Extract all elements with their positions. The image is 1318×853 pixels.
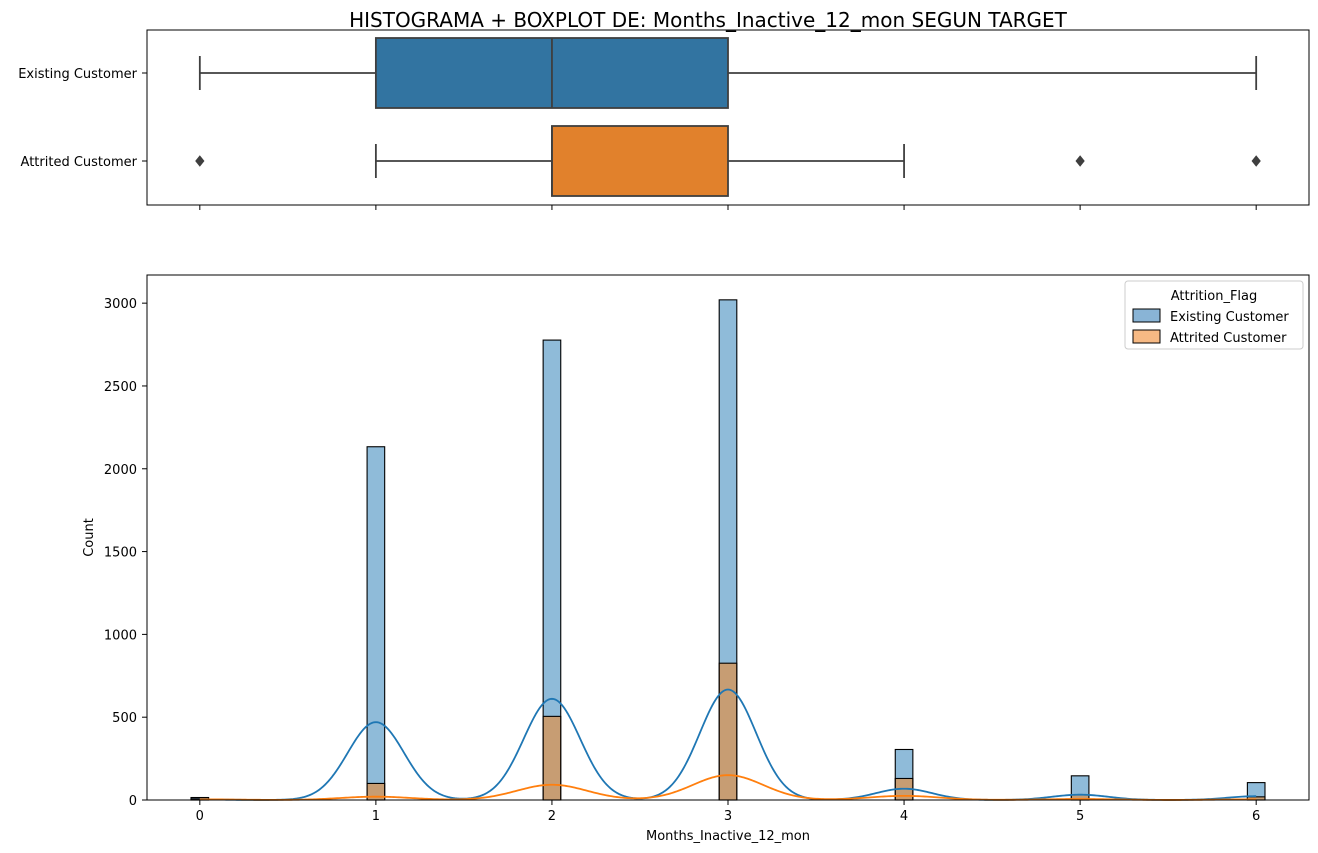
outlier-marker	[1075, 155, 1085, 167]
x-tick-label: 6	[1252, 809, 1260, 824]
legend: Attrition_Flag Existing Customer Attrited …	[1124, 280, 1304, 350]
box-attrited	[195, 125, 1261, 197]
histogram-bar	[366, 446, 386, 801]
figure-title: HISTOGRAMA + BOXPLOT DE: Months_Inactive…	[349, 8, 1068, 32]
outlier-marker	[195, 155, 205, 167]
legend-title: Attrition_Flag	[1171, 289, 1258, 304]
x-tick-label: 2	[548, 809, 556, 824]
x-tick-label: 1	[372, 809, 380, 824]
y-tick-label: 500	[112, 711, 137, 726]
y-tick-label: 1000	[104, 628, 137, 643]
kde-curve-existing	[199, 688, 1257, 801]
y-tick-label: Attrited Customer	[21, 155, 138, 170]
y-tick-label: 1500	[104, 546, 137, 561]
legend-swatch	[1132, 329, 1161, 344]
x-axis-label: Months_Inactive_12_mon	[646, 829, 810, 844]
x-tick-label: 4	[900, 809, 908, 824]
y-axis-label: Count	[82, 518, 97, 557]
kde-curve-attrited	[199, 774, 1257, 801]
x-tick-label: 3	[724, 809, 732, 824]
boxplot-panel: Existing Customer Attrited Customer	[18, 29, 1310, 210]
legend-entry-label: Existing Customer	[1170, 310, 1289, 325]
y-tick-label: 2500	[104, 380, 137, 395]
legend-frame	[1124, 280, 1304, 350]
y-tick-label: 0	[129, 794, 137, 809]
outlier-marker	[1251, 155, 1261, 167]
bars-attrited	[190, 662, 1266, 801]
histogram-bar	[542, 715, 562, 801]
histogram-panel: 0 500 1000 1500 2000 2500 3000 0 1 2 3 4 5 6 Months_In…	[82, 274, 1310, 844]
y-tick-label: 3000	[104, 297, 137, 312]
x-tick-label: 0	[196, 809, 204, 824]
histogram-frame	[146, 274, 1310, 801]
box-existing	[198, 37, 1258, 109]
legend-entry-label: Attrited Customer	[1170, 331, 1287, 346]
y-tick-label: Existing Customer	[18, 67, 137, 82]
y-tick-label: 2000	[104, 463, 137, 478]
histogram-bar	[718, 662, 738, 801]
boxplot-frame	[146, 29, 1310, 206]
legend-swatch	[1132, 308, 1161, 323]
iqr-box	[551, 125, 729, 197]
x-tick-label: 5	[1076, 809, 1084, 824]
